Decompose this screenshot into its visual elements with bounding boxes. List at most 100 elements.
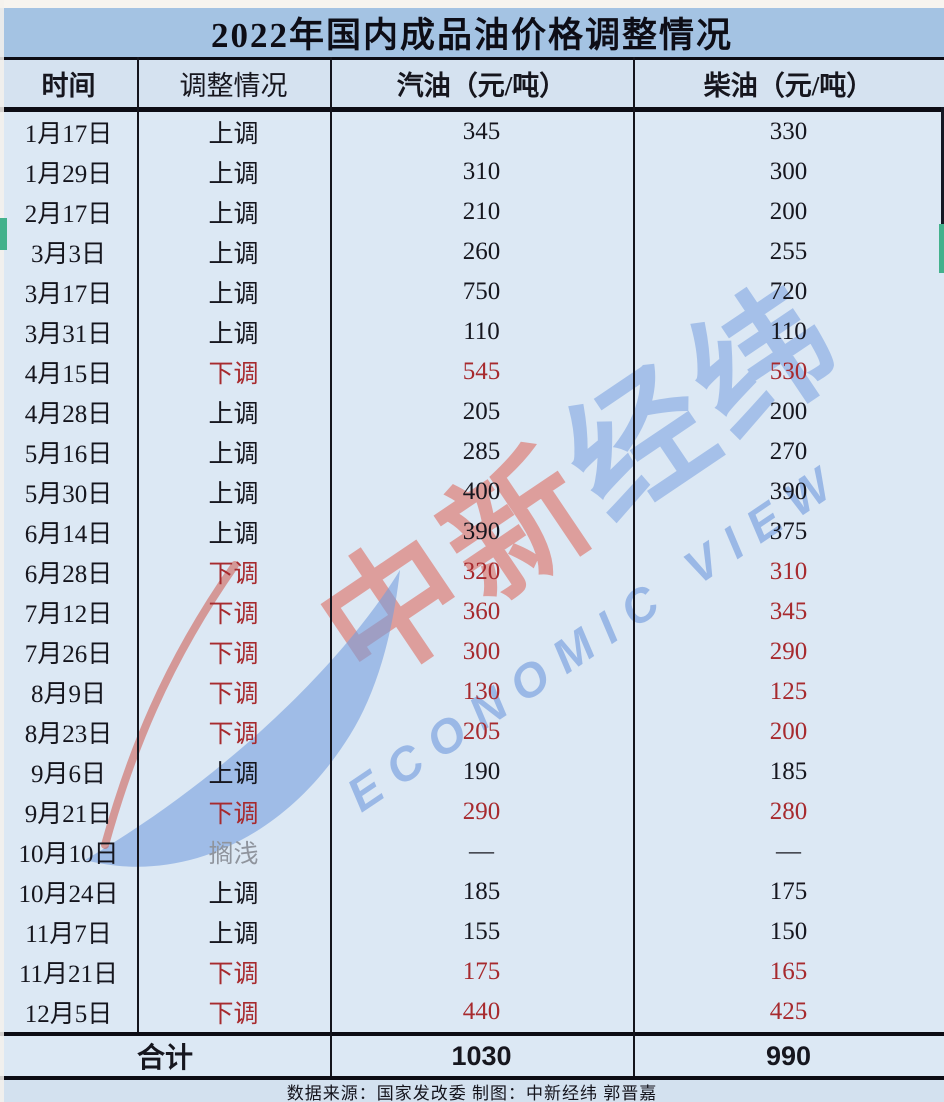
title-band: 2022年国内成品油价格调整情况 bbox=[0, 8, 944, 57]
status-cell: 下调 bbox=[208, 361, 259, 388]
total-gasoline-value: 1030 bbox=[451, 1040, 512, 1071]
gasoline-cell: 175 bbox=[462, 958, 501, 985]
footer-band: 数据来源：国家发改委 制图：中新经纬 郭晋嘉 bbox=[0, 1080, 944, 1102]
header-cell-adjustment: 调整情况 bbox=[179, 71, 288, 101]
status-cell: 上调 bbox=[208, 441, 259, 468]
status-cell: 下调 bbox=[208, 641, 259, 668]
table-row: 9月21日 下调 290 280 bbox=[0, 792, 944, 832]
gasoline-cell: — bbox=[469, 838, 494, 865]
date-cell: 9月6日 bbox=[30, 761, 106, 788]
status-cell: 上调 bbox=[208, 241, 259, 268]
gasoline-cell: 320 bbox=[462, 558, 501, 585]
date-cell: 1月29日 bbox=[24, 161, 113, 188]
status-cell: 下调 bbox=[208, 1001, 259, 1028]
gasoline-cell: 285 bbox=[462, 438, 501, 465]
header-cell-diesel: 柴油（元/吨） bbox=[703, 71, 874, 101]
table-row: 6月14日 上调 390 375 bbox=[0, 512, 944, 552]
gasoline-cell: 190 bbox=[462, 758, 501, 785]
gasoline-cell: 545 bbox=[462, 358, 501, 385]
status-cell: 上调 bbox=[208, 201, 259, 228]
total-label: 合计 bbox=[136, 1043, 193, 1074]
gasoline-cell: 345 bbox=[462, 118, 501, 145]
status-cell: 下调 bbox=[208, 601, 259, 628]
top-edge-strip bbox=[0, 0, 944, 8]
diesel-cell: 165 bbox=[769, 958, 808, 985]
date-cell: 12月5日 bbox=[24, 1001, 113, 1028]
diesel-cell: 280 bbox=[769, 798, 808, 825]
diesel-cell: 185 bbox=[769, 758, 808, 785]
header-cell-gasoline: 汽油（元/吨） bbox=[396, 71, 567, 101]
page-title: 2022年国内成品油价格调整情况 bbox=[210, 16, 733, 55]
date-cell: 5月30日 bbox=[24, 481, 113, 508]
gasoline-cell: 750 bbox=[462, 278, 501, 305]
table-row: 2月17日 上调 210 200 bbox=[0, 192, 944, 232]
gasoline-cell: 155 bbox=[462, 918, 501, 945]
table-row: 8月9日 下调 130 125 bbox=[0, 672, 944, 712]
date-cell: 7月12日 bbox=[24, 601, 113, 628]
table-row: 11月21日 下调 175 165 bbox=[0, 952, 944, 992]
logo-swoosh-icon bbox=[85, 561, 400, 867]
status-cell: 上调 bbox=[208, 881, 259, 908]
diesel-cell: 720 bbox=[769, 278, 808, 305]
gasoline-cell: 360 bbox=[462, 598, 501, 625]
date-cell: 7月26日 bbox=[24, 641, 113, 668]
table-row: 12月5日 下调 440 425 bbox=[0, 992, 944, 1032]
table-row: 11月7日 上调 155 150 bbox=[0, 912, 944, 952]
diesel-cell: 200 bbox=[769, 398, 808, 425]
diesel-cell: 255 bbox=[769, 238, 808, 265]
date-cell: 1月17日 bbox=[24, 121, 113, 148]
diesel-cell: 125 bbox=[769, 678, 808, 705]
header-bottom-border bbox=[0, 107, 944, 112]
date-cell: 3月31日 bbox=[24, 321, 113, 348]
gasoline-cell: 260 bbox=[462, 238, 501, 265]
status-cell: 上调 bbox=[208, 521, 259, 548]
column-divider-1 bbox=[137, 57, 139, 1032]
table-row: 3月3日 上调 260 255 bbox=[0, 232, 944, 272]
total-bottom-border bbox=[0, 1076, 944, 1080]
table-top-border bbox=[0, 57, 944, 60]
status-cell: 下调 bbox=[208, 961, 259, 988]
header-cell-time: 时间 bbox=[41, 71, 96, 101]
gasoline-cell: 110 bbox=[463, 318, 500, 345]
diesel-cell: 150 bbox=[769, 918, 808, 945]
status-cell: 下调 bbox=[208, 801, 259, 828]
table-row: 8月23日 下调 205 200 bbox=[0, 712, 944, 752]
date-cell: 4月15日 bbox=[24, 361, 113, 388]
column-divider-2 bbox=[330, 57, 332, 1076]
table-row: 7月26日 下调 300 290 bbox=[0, 632, 944, 672]
status-cell: 上调 bbox=[208, 161, 259, 188]
source-note: 数据来源：国家发改委 制图：中新经纬 郭晋嘉 bbox=[286, 1083, 658, 1102]
left-edge-strip bbox=[0, 0, 4, 1102]
status-cell: 下调 bbox=[208, 561, 259, 588]
status-cell: 下调 bbox=[208, 721, 259, 748]
date-cell: 3月17日 bbox=[24, 281, 113, 308]
diesel-cell: 110 bbox=[770, 318, 807, 345]
diesel-cell: 300 bbox=[769, 158, 808, 185]
date-cell: 10月10日 bbox=[18, 841, 119, 868]
status-cell: 上调 bbox=[208, 281, 259, 308]
diesel-cell: — bbox=[776, 838, 801, 865]
status-cell: 上调 bbox=[208, 401, 259, 428]
diesel-cell: 390 bbox=[769, 478, 808, 505]
table-row: 1月17日 上调 345 330 bbox=[0, 112, 944, 152]
diesel-cell: 310 bbox=[769, 558, 808, 585]
date-cell: 11月21日 bbox=[18, 961, 119, 988]
table-row: 6月28日 下调 320 310 bbox=[0, 552, 944, 592]
table-row: 3月17日 上调 750 720 bbox=[0, 272, 944, 312]
date-cell: 11月7日 bbox=[25, 921, 112, 948]
date-cell: 10月24日 bbox=[18, 881, 119, 908]
total-row: 合计 1030 990 bbox=[0, 1036, 944, 1076]
diesel-cell: 345 bbox=[769, 598, 808, 625]
table-header-row: 时间 调整情况 汽油（元/吨） 柴油（元/吨） bbox=[0, 60, 944, 107]
gasoline-cell: 185 bbox=[462, 878, 501, 905]
status-cell: 上调 bbox=[208, 921, 259, 948]
table-row: 5月16日 上调 285 270 bbox=[0, 432, 944, 472]
diesel-cell: 290 bbox=[769, 638, 808, 665]
diesel-cell: 270 bbox=[769, 438, 808, 465]
table-row: 5月30日 上调 400 390 bbox=[0, 472, 944, 512]
date-cell: 4月28日 bbox=[24, 401, 113, 428]
status-cell: 搁浅 bbox=[208, 841, 259, 868]
gasoline-cell: 300 bbox=[462, 638, 501, 665]
gasoline-cell: 440 bbox=[462, 998, 501, 1025]
